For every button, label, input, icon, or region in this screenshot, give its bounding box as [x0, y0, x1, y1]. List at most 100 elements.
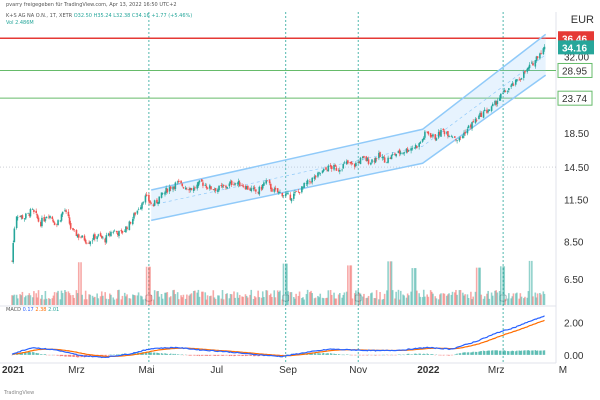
- histogram-bar: [523, 350, 525, 355]
- histogram-bar: [536, 350, 539, 355]
- candle-body: [520, 78, 523, 80]
- volume-bar: [287, 291, 289, 305]
- histogram-bar: [498, 350, 501, 355]
- histogram-bar: [532, 350, 534, 355]
- volume-bar: [37, 290, 40, 305]
- volume-bar: [150, 295, 152, 305]
- candle-body: [121, 230, 124, 233]
- volume-bar: [48, 298, 50, 305]
- histogram-bar: [528, 350, 531, 355]
- price-tick-label: 6.50: [564, 275, 584, 286]
- volume-bar: [297, 295, 300, 305]
- volume-bar: [249, 294, 251, 305]
- volume-bar: [349, 265, 351, 305]
- candle-body: [314, 175, 317, 178]
- candles: [11, 44, 546, 264]
- volume-bar: [96, 293, 98, 305]
- volume-bar: [17, 298, 19, 305]
- volume-bar: [12, 295, 14, 305]
- volume-bar: [201, 291, 203, 305]
- volume-bar: [234, 297, 236, 305]
- histogram-bar: [231, 354, 233, 356]
- volume-bar: [89, 294, 92, 305]
- price-tick-label: 8.50: [564, 238, 584, 249]
- histogram-bar: [323, 353, 325, 355]
- candle-body: [321, 170, 324, 173]
- histogram-bar: [35, 352, 37, 355]
- candle-body: [411, 148, 414, 150]
- candle-body: [518, 79, 520, 81]
- volume-bar: [64, 290, 66, 305]
- histogram-bar: [502, 350, 504, 355]
- volume-bar: [126, 294, 128, 305]
- histogram-bar: [233, 354, 235, 357]
- volume-bar: [535, 297, 538, 305]
- histogram-bar: [229, 354, 232, 356]
- candle-body: [20, 215, 23, 217]
- volume-bar: [72, 294, 74, 305]
- candle-body: [426, 131, 428, 133]
- candle-body: [410, 148, 412, 151]
- candle-body: [349, 162, 351, 163]
- candle-body: [435, 138, 438, 141]
- candle-body: [92, 234, 95, 240]
- candle-body: [319, 173, 322, 174]
- candle-body: [137, 209, 140, 210]
- volume-bars: [11, 260, 546, 305]
- volume-bar: [498, 291, 501, 305]
- volume-bar: [322, 298, 325, 305]
- candle-body: [527, 67, 530, 70]
- candle-body: [386, 162, 388, 164]
- histogram-bar: [91, 354, 94, 357]
- candle-body: [36, 214, 39, 219]
- volume-bar: [386, 290, 388, 305]
- candle-body: [209, 185, 211, 189]
- volume-bar: [166, 292, 169, 305]
- price-badge: [558, 40, 594, 55]
- candle-body: [536, 56, 539, 59]
- candle-body: [295, 191, 297, 193]
- histogram-bar: [326, 353, 328, 355]
- volume-bar: [459, 289, 462, 305]
- candle-body: [72, 228, 74, 230]
- histogram-bar: [64, 354, 66, 357]
- histogram-bar: [512, 350, 515, 355]
- candle-body: [120, 230, 123, 232]
- candle-body: [379, 152, 381, 158]
- volume-bar: [205, 299, 208, 305]
- volume-bar: [478, 267, 480, 305]
- candle-body: [194, 187, 196, 189]
- candle-body: [374, 157, 377, 163]
- histogram-bar: [416, 354, 418, 355]
- volume-bar: [206, 295, 209, 305]
- volume-bar: [426, 294, 428, 305]
- volume-bar: [334, 298, 336, 305]
- volume-bar: [471, 299, 473, 305]
- candle-body: [29, 209, 32, 217]
- volume-bar: [282, 263, 285, 305]
- candle-body: [467, 125, 470, 129]
- histogram-bar: [72, 354, 74, 357]
- candle-body: [104, 238, 106, 243]
- volume-bar: [343, 292, 346, 305]
- candle-body: [51, 216, 54, 220]
- volume-bar: [379, 291, 381, 305]
- histogram-bar: [448, 354, 450, 356]
- volume-bar: [109, 293, 111, 305]
- candle-body: [268, 180, 271, 184]
- histogram-bar: [153, 352, 156, 355]
- candle-body: [136, 210, 139, 214]
- histogram-bar: [228, 354, 231, 357]
- candle-body: [421, 139, 424, 142]
- candle-body: [458, 137, 461, 141]
- histogram-bar: [241, 354, 243, 357]
- histogram-bar: [462, 352, 464, 355]
- histogram-bar: [419, 353, 421, 355]
- candle-body: [305, 183, 308, 184]
- histogram-bar: [314, 353, 317, 355]
- candle-body: [89, 241, 92, 245]
- histogram-bar: [482, 350, 485, 355]
- candle-body: [439, 131, 441, 136]
- volume-bar: [115, 298, 118, 305]
